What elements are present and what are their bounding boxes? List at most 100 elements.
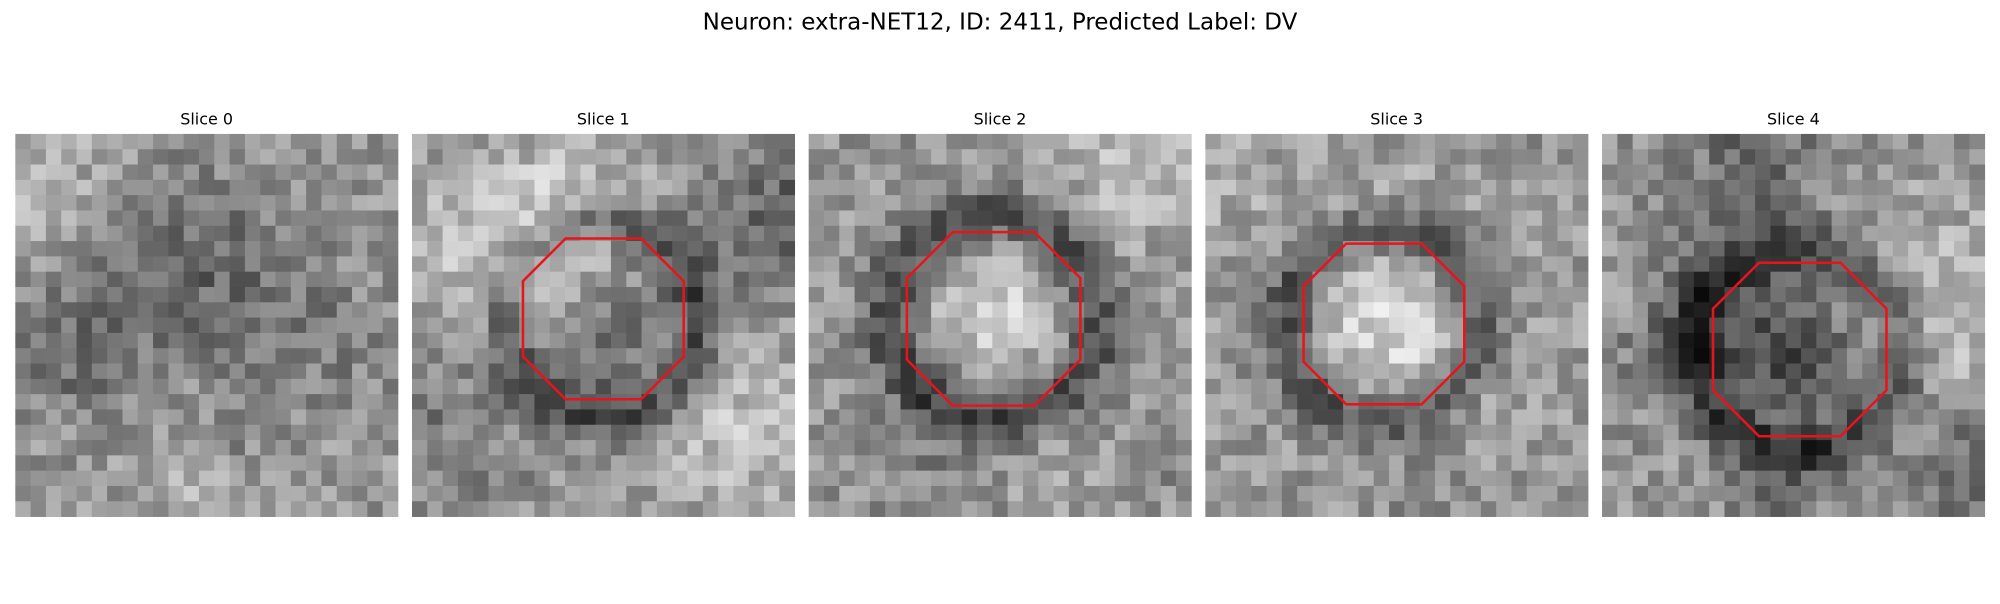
- pixel: [1235, 363, 1252, 380]
- pixel: [214, 394, 230, 410]
- pixel: [1632, 164, 1649, 181]
- pixel: [275, 286, 292, 303]
- pixel: [1266, 286, 1283, 303]
- pixel: [1770, 409, 1787, 426]
- pixel: [1145, 378, 1162, 395]
- pixel: [641, 348, 658, 364]
- pixel: [565, 256, 581, 273]
- pixel: [1938, 470, 1955, 487]
- pixel: [946, 133, 963, 150]
- pixel: [1846, 317, 1863, 334]
- pixel: [1465, 394, 1482, 410]
- pixel: [1251, 440, 1267, 456]
- pixel: [961, 440, 978, 456]
- pixel: [1176, 241, 1192, 257]
- pixel: [503, 363, 520, 380]
- pixel: [1969, 256, 1986, 273]
- pixel: [503, 195, 520, 211]
- pixel: [946, 271, 963, 288]
- pixel: [1404, 302, 1421, 318]
- pixel: [290, 133, 307, 150]
- pixel: [1862, 286, 1878, 303]
- pixel: [1770, 195, 1787, 211]
- pixel: [382, 363, 399, 380]
- pixel: [549, 424, 566, 441]
- pixel: [565, 195, 581, 211]
- pixel: [915, 455, 932, 472]
- pixel: [1160, 317, 1177, 334]
- pixel: [1389, 332, 1405, 349]
- pixel: [153, 378, 169, 395]
- pixel: [1266, 195, 1283, 211]
- pixel: [1709, 394, 1725, 410]
- pixel: [1511, 348, 1528, 364]
- pixel: [321, 256, 338, 273]
- pixel: [1572, 164, 1589, 181]
- pixel: [76, 241, 93, 257]
- pixel: [1373, 485, 1390, 502]
- pixel: [1373, 332, 1390, 349]
- pixel: [382, 455, 399, 472]
- pixel: [153, 332, 169, 349]
- pixel: [1450, 210, 1466, 227]
- pixel: [534, 241, 551, 257]
- pixel: [1130, 440, 1146, 456]
- pixel: [1831, 225, 1848, 242]
- pixel: [931, 409, 947, 426]
- pixel: [61, 210, 77, 227]
- pixel: [1877, 286, 1894, 303]
- pixel: [1404, 241, 1421, 257]
- pixel: [30, 256, 47, 273]
- pixel: [260, 470, 276, 487]
- pixel: [869, 485, 886, 502]
- pixel: [1389, 271, 1405, 288]
- pixel: [748, 256, 765, 273]
- pixel: [321, 455, 338, 472]
- pixel: [1816, 378, 1833, 395]
- pixel: [1053, 409, 1070, 426]
- pixel: [473, 394, 489, 410]
- pixel: [1923, 179, 1940, 196]
- pixel: [1450, 485, 1466, 502]
- pixel: [1084, 225, 1100, 242]
- pixel: [931, 470, 947, 487]
- pixel: [1969, 394, 1986, 410]
- pixel: [1176, 195, 1192, 211]
- pixel: [1281, 394, 1298, 410]
- pixel: [1450, 164, 1466, 181]
- pixel: [306, 225, 322, 242]
- pixel: [1235, 149, 1252, 165]
- pixel: [915, 363, 932, 380]
- pixel: [1343, 485, 1359, 502]
- pixel: [854, 225, 871, 242]
- pixel: [91, 195, 108, 211]
- pixel: [1908, 179, 1924, 196]
- pixel: [1572, 455, 1589, 472]
- pixel: [1434, 409, 1451, 426]
- pixel: [1739, 332, 1756, 349]
- pixel: [1709, 256, 1725, 273]
- pixel: [595, 271, 612, 288]
- pixel: [168, 501, 185, 517]
- pixel: [595, 348, 612, 364]
- pixel: [656, 424, 673, 441]
- pixel: [1862, 271, 1878, 288]
- pixel: [30, 286, 47, 303]
- pixel: [915, 256, 932, 273]
- pixel: [442, 271, 459, 288]
- pixel: [1908, 470, 1924, 487]
- pixel: [1892, 225, 1909, 242]
- pixel: [1281, 409, 1298, 426]
- pixel: [30, 317, 47, 334]
- pixel: [610, 179, 627, 196]
- pixel: [1266, 302, 1283, 318]
- pixel: [961, 256, 978, 273]
- pixel: [1709, 317, 1725, 334]
- pixel: [534, 394, 551, 410]
- pixel: [1312, 348, 1329, 364]
- pixel: [595, 164, 612, 181]
- pixel: [336, 455, 353, 472]
- pixel: [1389, 317, 1405, 334]
- pixel: [473, 179, 489, 196]
- pixel: [1647, 394, 1664, 410]
